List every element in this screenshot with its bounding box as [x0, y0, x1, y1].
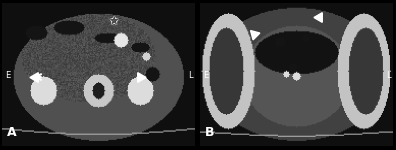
Text: L: L	[188, 70, 193, 80]
Text: E: E	[203, 70, 208, 80]
Text: E: E	[5, 70, 10, 80]
Text: B: B	[205, 126, 215, 139]
Text: L: L	[386, 70, 391, 80]
Text: A: A	[7, 126, 17, 139]
Text: ✩: ✩	[109, 15, 119, 28]
